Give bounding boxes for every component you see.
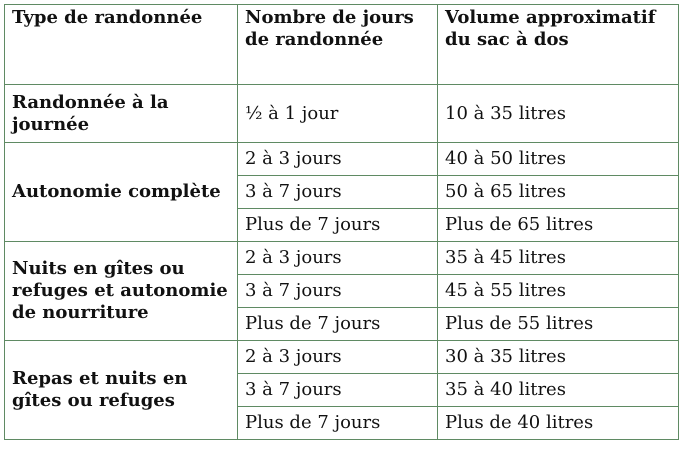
header-row: Type de randonnée Nombre de jours de ran… [4, 4, 679, 85]
table-row: Randonnée à la journée ½ à 1 jour 10 à 3… [4, 84, 679, 143]
volume-cell: 10 à 35 litres [437, 84, 679, 143]
days-cell: Plus de 7 jours [237, 406, 438, 440]
table-row: 3 à 7 jours 35 à 40 litres [5, 373, 679, 407]
header-volume: Volume approximatif du sac à dos [437, 4, 679, 85]
header-days: Nombre de jours de randonnée [237, 4, 438, 85]
table-row: Plus de 7 jours Plus de 55 litres [5, 307, 679, 341]
table-row: Nuits en gîtes ou refuges et autonomie d… [4, 241, 679, 341]
days-cell: 3 à 7 jours [237, 175, 438, 209]
volume-cell: Plus de 65 litres [437, 208, 679, 242]
volume-cell: 40 à 50 litres [437, 142, 679, 176]
days-cell: Plus de 7 jours [237, 208, 438, 242]
hike-type-cell: Randonnée à la journée [4, 84, 238, 143]
days-cell: 2 à 3 jours [237, 142, 438, 176]
days-cell: 3 à 7 jours [237, 373, 438, 407]
table-row: Autonomie complète 2 à 3 jours 40 à 50 l… [4, 142, 679, 242]
table-row: 3 à 7 jours 50 à 65 litres [5, 175, 679, 209]
table-row: Repas et nuits en gîtes ou refuges 2 à 3… [4, 340, 679, 440]
days-cell: 2 à 3 jours [237, 241, 438, 275]
header-hike-type: Type de randonnée [4, 4, 238, 85]
volume-cell: 45 à 55 litres [437, 274, 679, 308]
volume-cell: Plus de 40 litres [437, 406, 679, 440]
volume-cell: Plus de 55 litres [437, 307, 679, 341]
volume-cell: 30 à 35 litres [437, 340, 679, 374]
days-cell: 3 à 7 jours [237, 274, 438, 308]
days-cell: Plus de 7 jours [237, 307, 438, 341]
hike-type-cell: Repas et nuits en gîtes ou refuges [4, 340, 238, 440]
table-row: 3 à 7 jours 45 à 55 litres [5, 274, 679, 308]
volume-cell: 50 à 65 litres [437, 175, 679, 209]
table-row: Plus de 7 jours Plus de 65 litres [5, 208, 679, 242]
volume-cell: 35 à 45 litres [437, 241, 679, 275]
hike-type-cell: Autonomie complète [4, 142, 238, 242]
volume-cell: 35 à 40 litres [437, 373, 679, 407]
days-cell: ½ à 1 jour [237, 84, 438, 143]
backpack-volume-table: Type de randonnée Nombre de jours de ran… [4, 4, 679, 440]
hike-type-cell: Nuits en gîtes ou refuges et autonomie d… [4, 241, 238, 341]
days-cell: 2 à 3 jours [237, 340, 438, 374]
table-row: Plus de 7 jours Plus de 40 litres [5, 406, 679, 440]
